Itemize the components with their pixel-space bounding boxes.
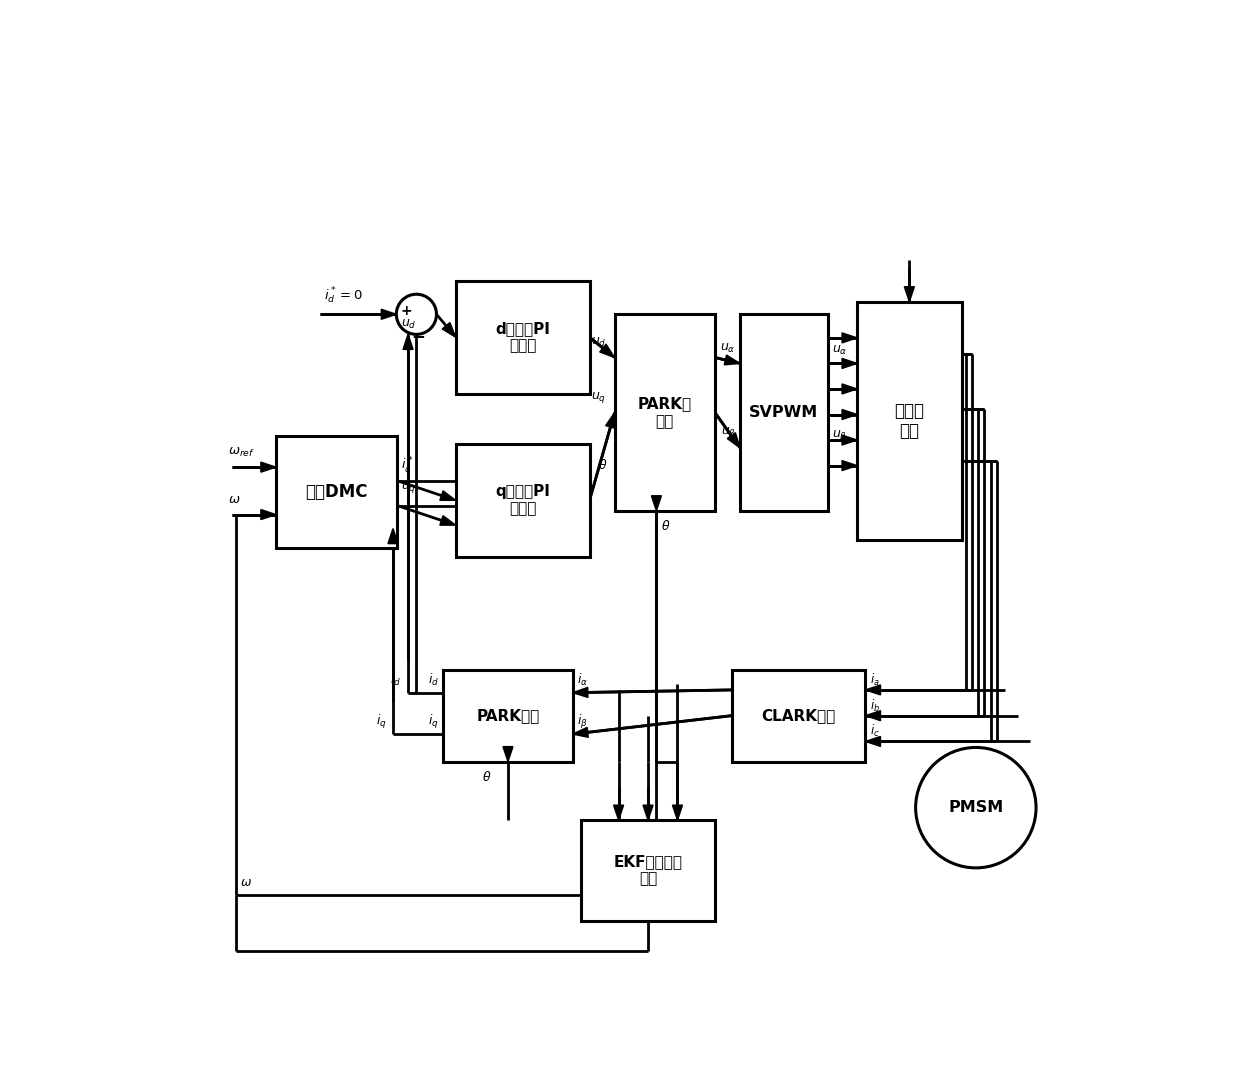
Bar [732,670,866,761]
Text: PARK变换: PARK变换 [476,708,539,723]
Polygon shape [866,710,880,721]
Text: $i_b$: $i_b$ [869,697,879,714]
Text: −: − [412,327,425,345]
Polygon shape [842,460,857,470]
Text: $u_q$: $u_q$ [402,480,417,495]
Text: $u_\beta$: $u_\beta$ [832,428,847,443]
Polygon shape [866,685,880,695]
Text: $i_d$: $i_d$ [391,672,402,689]
Text: $i_q$: $i_q$ [376,712,387,731]
Polygon shape [403,334,413,350]
Polygon shape [440,516,456,526]
Text: PARK逆
变换: PARK逆 变换 [637,396,692,429]
Text: SVPWM: SVPWM [749,405,818,420]
Text: $u_\alpha$: $u_\alpha$ [720,342,735,355]
Text: $u_d$: $u_d$ [590,336,606,349]
Text: EKF转速估计
模块: EKF转速估计 模块 [614,855,682,886]
Polygon shape [605,413,615,428]
Text: $\theta$: $\theta$ [661,519,670,533]
Polygon shape [842,384,857,394]
Bar [443,670,573,761]
Polygon shape [724,355,740,365]
Text: $u_d$: $u_d$ [402,318,417,331]
Text: $i_\beta$: $i_\beta$ [577,712,588,731]
Polygon shape [842,409,857,419]
Bar [582,820,715,921]
Text: $\omega_{ref}$: $\omega_{ref}$ [228,445,255,458]
Bar [456,444,589,557]
Polygon shape [260,509,277,519]
Polygon shape [614,805,624,820]
Bar [740,314,828,510]
Polygon shape [381,310,397,319]
Circle shape [915,747,1037,868]
Text: $i_\alpha$: $i_\alpha$ [577,672,588,689]
Text: d轴电流PI
调节器: d轴电流PI 调节器 [495,321,551,353]
Polygon shape [842,332,857,343]
Polygon shape [842,358,857,368]
Text: $i_a$: $i_a$ [869,672,879,687]
Text: $u_q$: $u_q$ [591,390,606,405]
Polygon shape [644,805,653,820]
Polygon shape [388,529,398,544]
Text: $u_\alpha$: $u_\alpha$ [832,344,848,357]
Text: $i_q$: $i_q$ [428,712,439,731]
Text: $i_c$: $i_c$ [869,723,879,740]
Polygon shape [573,687,588,697]
Text: $i_d^* = 0$: $i_d^* = 0$ [325,286,363,306]
Text: q轴电流PI
调节器: q轴电流PI 调节器 [495,484,551,517]
Polygon shape [727,432,740,447]
Polygon shape [440,491,456,501]
Polygon shape [866,736,880,746]
Circle shape [397,294,436,334]
Text: $\omega$: $\omega$ [241,876,252,889]
Text: PMSM: PMSM [949,800,1003,816]
Bar [615,314,715,510]
Polygon shape [651,495,661,510]
Polygon shape [260,463,277,472]
Bar [857,302,962,540]
Polygon shape [573,728,588,737]
Polygon shape [842,435,857,445]
Polygon shape [503,746,513,761]
Bar [277,435,397,548]
Text: $i_d$: $i_d$ [428,672,439,689]
Text: $u_\beta$: $u_\beta$ [720,426,735,440]
Text: CLARK变换: CLARK变换 [761,708,836,723]
Text: $\theta$: $\theta$ [482,770,491,784]
Text: 速度DMC: 速度DMC [305,483,368,501]
Text: $\theta$: $\theta$ [599,458,608,472]
Text: +: + [401,304,412,318]
Text: $i_q^*$: $i_q^*$ [402,455,414,477]
Text: 三相逆
变桥: 三相逆 变桥 [894,402,924,440]
Polygon shape [672,805,682,820]
Polygon shape [904,287,914,302]
Bar [456,281,589,394]
Polygon shape [600,344,615,357]
Text: $\omega$: $\omega$ [228,493,241,506]
Polygon shape [443,323,456,338]
